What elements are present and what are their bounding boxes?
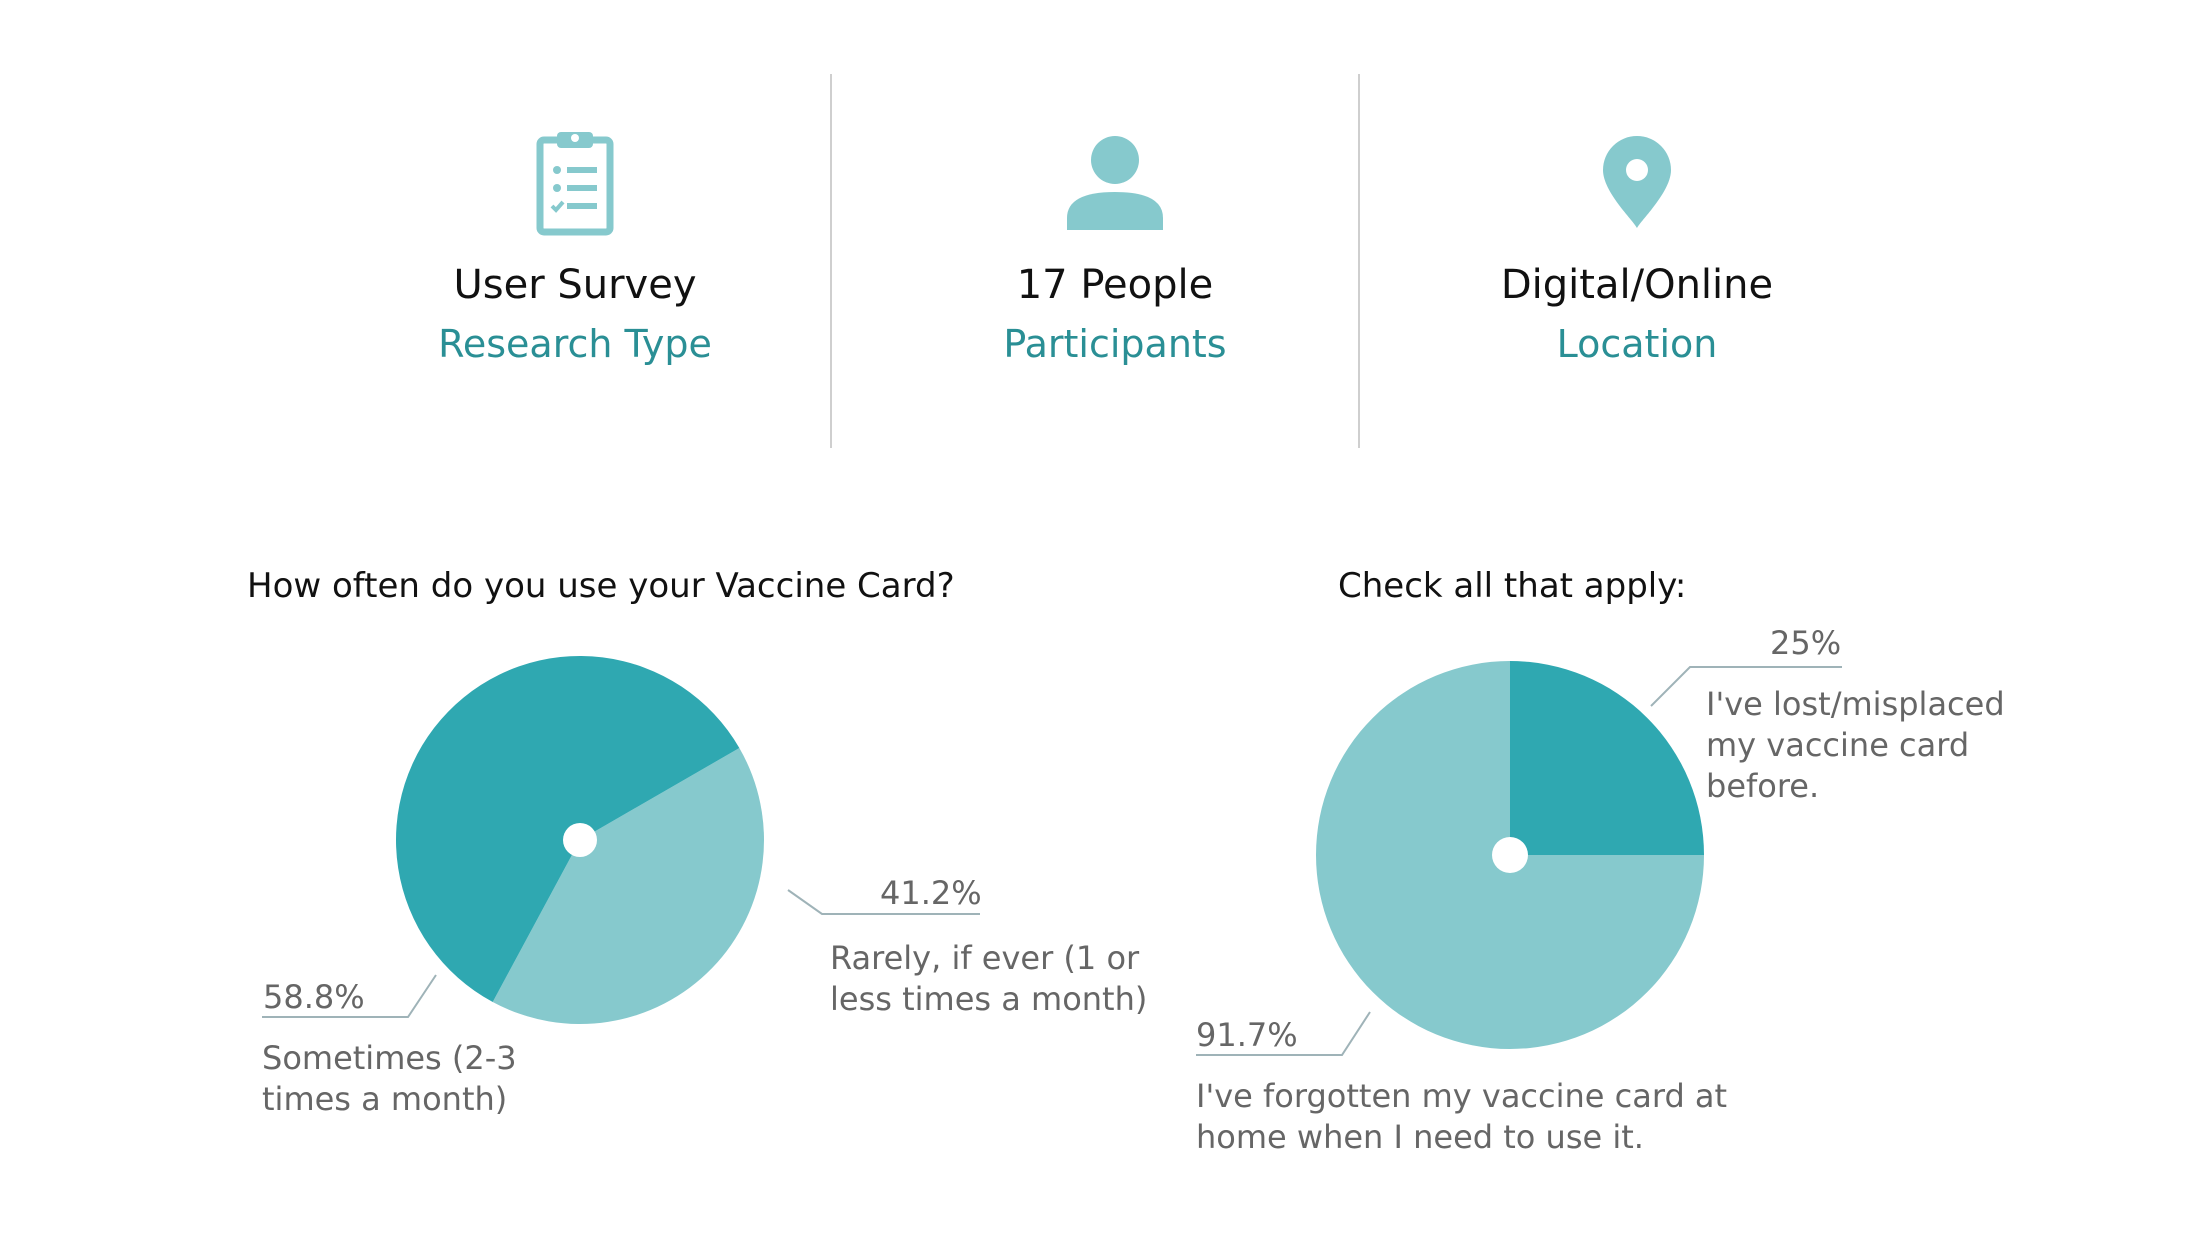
stat-label: Location (1556, 322, 1718, 366)
chart-title: Check all that apply: (1338, 566, 1687, 606)
chart-title: How often do you use your Vaccine Card? (247, 566, 955, 606)
slice-label-line: times a month) (262, 1080, 508, 1118)
stat-label: Participants (1003, 322, 1227, 366)
stat-label: Research Type (438, 322, 712, 366)
slice-label-line: before. (1706, 767, 1820, 805)
stat-value: Digital/Online (1500, 262, 1774, 308)
slice-label-line: less times a month) (830, 980, 1148, 1018)
stat-value: User Survey (453, 262, 697, 308)
person-icon (1067, 136, 1163, 234)
divider (830, 74, 832, 448)
slice-label: I've lost/misplaced my vaccine card befo… (1706, 684, 2005, 807)
pie-center-dot (563, 823, 597, 857)
slice-value-label: 58.8% (263, 978, 365, 1016)
leader-line (787, 889, 980, 915)
location-pin-icon (1603, 136, 1671, 232)
pie-center-dot (1492, 837, 1528, 873)
stat-value: 17 People (1016, 262, 1214, 308)
slice-label-line: I've forgotten my vaccine card at (1196, 1077, 1728, 1115)
slice-value-label: 25% (1770, 624, 1842, 662)
slice-value-label: 41.2% (880, 874, 982, 912)
clipboard-icon (535, 130, 615, 240)
leader-line (1650, 666, 1842, 707)
slice-value-label: 91.7% (1196, 1016, 1298, 1054)
slice-label-line: home when I need to use it. (1196, 1118, 1644, 1156)
pie-slice (1510, 661, 1704, 855)
stat-research-type: User Survey Research Type (400, 0, 750, 460)
slice-label-line: Rarely, if ever (1 or (830, 939, 1140, 977)
slice-label-line: my vaccine card (1706, 726, 1970, 764)
slice-label-line: Sometimes (2-3 (262, 1039, 517, 1077)
leader-line (262, 974, 437, 1018)
slice-label: Sometimes (2-3 times a month) (262, 1038, 517, 1120)
slice-label: Rarely, if ever (1 or less times a month… (830, 938, 1147, 1020)
divider (1358, 74, 1360, 448)
slice-label: I've forgotten my vaccine card at home w… (1196, 1076, 1727, 1158)
stat-participants: 17 People Participants (940, 0, 1290, 460)
stat-location: Digital/Online Location (1462, 0, 1812, 460)
slice-label-line: I've lost/misplaced (1706, 685, 2005, 723)
leader-line (1196, 1011, 1371, 1056)
pie-slice (492, 748, 764, 1024)
